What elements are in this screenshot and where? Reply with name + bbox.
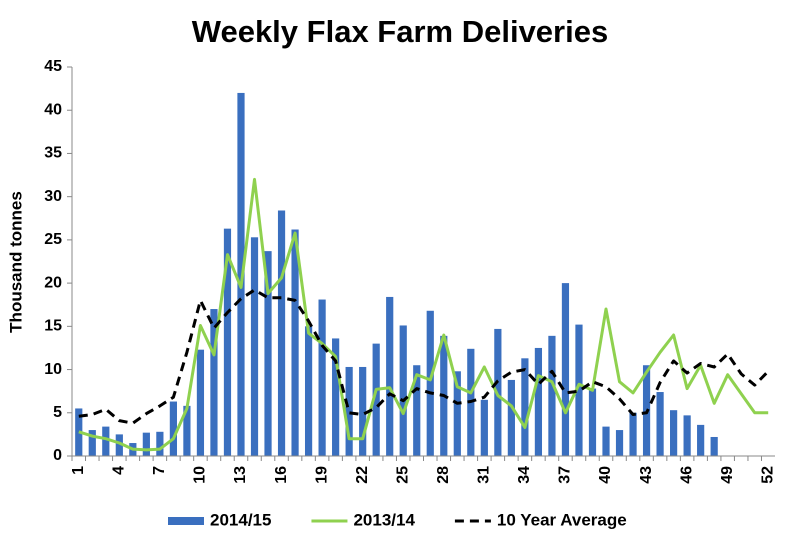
bar — [88, 430, 96, 456]
bar — [264, 251, 272, 456]
x-tick-label: 40 — [597, 466, 614, 484]
bar — [142, 432, 150, 456]
y-tick-label: 5 — [53, 404, 62, 421]
legend-label: 2013/14 — [353, 510, 415, 529]
x-tick-label: 25 — [394, 466, 411, 484]
bar — [710, 436, 718, 456]
bar — [588, 388, 597, 456]
legend-swatch — [168, 517, 204, 525]
y-tick-label: 35 — [44, 145, 62, 162]
bar — [237, 92, 245, 456]
bar — [426, 310, 434, 456]
bar — [561, 283, 570, 456]
bar — [210, 309, 218, 456]
x-tick-label: 13 — [232, 466, 249, 484]
x-tick-label: 4 — [111, 466, 128, 475]
bar — [183, 405, 191, 456]
y-tick-label: 0 — [53, 447, 62, 464]
legend-label: 2014/15 — [210, 510, 271, 529]
x-tick-label: 22 — [354, 466, 371, 484]
bar — [169, 401, 177, 456]
bar — [102, 426, 110, 456]
bar — [521, 358, 529, 456]
bar — [196, 349, 205, 456]
bar — [534, 347, 543, 456]
y-tick-label: 15 — [44, 318, 62, 335]
bar — [575, 324, 583, 456]
bar — [115, 434, 123, 456]
bar — [683, 415, 691, 456]
line-series — [78, 288, 770, 425]
bar — [291, 229, 299, 456]
bar — [480, 399, 488, 456]
y-tick-label: 25 — [44, 231, 62, 248]
y-tick-label: 40 — [44, 101, 62, 118]
y-tick-label: 30 — [44, 188, 62, 205]
bar — [656, 392, 664, 456]
bar — [697, 424, 705, 456]
x-tick-label: 28 — [435, 466, 452, 484]
x-tick-label: 1 — [70, 466, 87, 475]
bar — [372, 343, 380, 456]
bar — [359, 366, 367, 456]
bar — [386, 296, 394, 456]
bar — [413, 365, 421, 456]
x-tick-label: 31 — [476, 466, 493, 484]
bar — [399, 325, 407, 456]
bar — [332, 338, 340, 456]
bar — [156, 431, 164, 456]
bar — [318, 299, 326, 456]
chart-title: Weekly Flax Farm Deliveries — [192, 14, 608, 49]
bar — [629, 412, 637, 456]
x-tick-label: 37 — [557, 466, 574, 484]
bar — [602, 426, 610, 456]
bar — [548, 335, 556, 456]
bar — [507, 379, 515, 456]
bar — [223, 228, 232, 456]
x-tick-label: 43 — [638, 466, 655, 484]
x-tick-label: 46 — [678, 466, 695, 484]
bar — [345, 366, 353, 456]
y-tick-label: 45 — [44, 58, 62, 75]
bar — [453, 371, 461, 456]
bar — [250, 237, 259, 456]
bar — [304, 326, 313, 456]
bar — [670, 410, 678, 456]
x-tick-label: 52 — [759, 466, 776, 484]
bar — [615, 430, 624, 456]
legend-label: 10 Year Average — [497, 510, 627, 529]
y-axis-label: Thousand tonnes — [6, 191, 25, 333]
x-tick-label: 19 — [313, 466, 330, 484]
x-tick-label: 7 — [151, 466, 168, 475]
line-series — [78, 177, 769, 452]
x-tick-label: 10 — [192, 466, 209, 484]
x-tick-label: 16 — [273, 466, 290, 484]
x-tick-label: 49 — [719, 466, 736, 484]
bar — [277, 210, 286, 456]
y-tick-label: 10 — [44, 361, 62, 378]
y-tick-label: 20 — [44, 274, 62, 291]
x-tick-label: 34 — [516, 466, 533, 484]
